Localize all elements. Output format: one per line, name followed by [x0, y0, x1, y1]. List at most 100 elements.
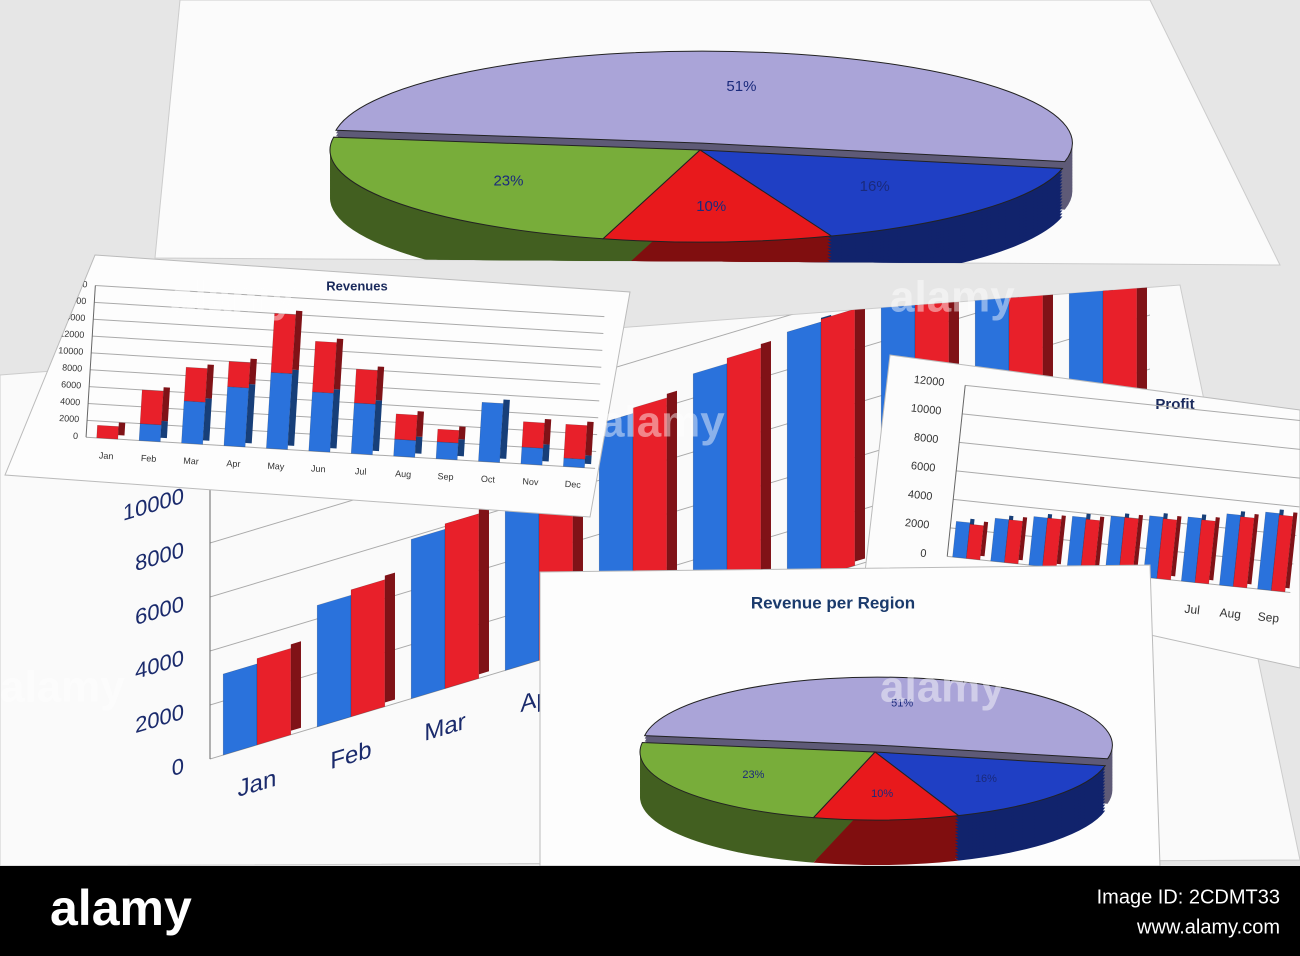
x-tick-label: Jul — [355, 466, 367, 477]
bar-side — [384, 572, 395, 703]
x-tick-label: Oct — [481, 474, 496, 485]
bar-side — [1285, 512, 1298, 589]
bar-side — [760, 341, 771, 590]
watermark: alamy — [0, 663, 125, 712]
chart: Revenues02000400060008000100001200014000… — [58, 278, 605, 490]
bar — [478, 401, 504, 463]
bar — [227, 361, 251, 389]
bar — [521, 421, 545, 449]
url: www.alamy.com — [1136, 916, 1280, 938]
bar-side — [333, 338, 344, 390]
grid-line — [956, 470, 1300, 508]
chart-title: Profit — [1155, 396, 1194, 413]
y-tick-label: 8000 — [62, 362, 83, 373]
bar-side — [458, 426, 466, 440]
y-tick-label: 10000 — [58, 345, 84, 357]
slice-label: 51% — [891, 697, 913, 709]
slice — [601, 149, 833, 243]
paper-revenues: Revenues 0 2000 4000 6000 8000 10000 12000 14000… — [4, 254, 631, 518]
bar — [520, 446, 544, 466]
bar — [350, 579, 386, 718]
bar — [394, 413, 418, 441]
grid-line — [959, 441, 1300, 479]
bar — [308, 391, 334, 453]
bar-side — [478, 506, 489, 675]
slice-label: 16% — [860, 178, 890, 195]
x-tick-label: Mar — [183, 456, 199, 467]
bar — [181, 400, 206, 445]
x-tick-label: Sep — [1257, 609, 1280, 625]
x-tick-label: Aug — [395, 469, 412, 480]
x-tick-label: Feb — [141, 453, 157, 464]
slice-label: 10% — [696, 198, 726, 215]
grid-line — [93, 318, 603, 351]
bar — [183, 366, 208, 403]
y-tick-label: 0 — [920, 547, 927, 560]
slice — [873, 751, 1107, 817]
y-tick-label: 8000 — [913, 432, 939, 446]
bar-side — [1094, 516, 1105, 569]
grid-line — [88, 403, 598, 436]
bar — [726, 347, 762, 605]
bar — [1156, 518, 1178, 581]
slice — [643, 676, 1113, 760]
bar — [96, 424, 119, 440]
bar-side — [375, 366, 385, 401]
bar-side — [1018, 517, 1028, 561]
y-tick-label: 0 — [172, 753, 184, 781]
bar-side — [666, 390, 677, 618]
grid-line — [86, 436, 596, 469]
plot: 0 2000 4000 6000 8000 10000 12000 Jul Aug Sep — [904, 374, 1300, 626]
slice — [698, 149, 1064, 237]
slice-label: 23% — [493, 172, 523, 189]
y-tick-label: 4000 — [907, 489, 933, 503]
slice — [812, 751, 960, 821]
bar-side — [1056, 515, 1066, 565]
bar-side — [1247, 514, 1259, 585]
slice — [639, 742, 877, 819]
x-tick-label: Aug — [1219, 605, 1242, 621]
x-tick-label: Jan — [99, 450, 114, 461]
bar-side — [1132, 514, 1144, 573]
grid-line — [91, 352, 601, 385]
grid-line — [90, 369, 600, 402]
grid-line — [95, 284, 605, 318]
bar-side — [248, 358, 257, 385]
watermark: alamy — [890, 273, 1015, 322]
paper-top-pie: 51% 16% 10% 23% — [154, 0, 1281, 266]
bar — [223, 386, 250, 448]
bar — [354, 368, 378, 405]
chart-title: Revenues — [326, 278, 387, 293]
bar-side — [585, 421, 594, 456]
bar — [786, 321, 822, 587]
y-tick-label: 6000 — [61, 379, 82, 390]
bar-side — [287, 369, 299, 446]
y-tick-label: 4000 — [60, 396, 81, 407]
bar — [393, 438, 417, 458]
bar — [138, 423, 162, 443]
bar-side — [205, 364, 214, 399]
plot: 0200040006000800010000120001400016000180… — [58, 278, 605, 490]
slice-label: 51% — [726, 78, 756, 95]
bar — [1270, 514, 1294, 593]
bar — [1194, 519, 1216, 585]
bar — [952, 521, 971, 559]
paper-region: Revenue per Region 51% 16% 10% 23% — [539, 564, 1161, 867]
y-tick-label: 10000 — [910, 402, 942, 417]
chart: Revenue per Region 51% 16% 10% 23% — [639, 593, 1113, 865]
bar — [139, 389, 164, 426]
bar — [563, 423, 588, 460]
bar — [820, 308, 856, 577]
grid-line — [89, 386, 599, 419]
x-tick-label: Jul — [1184, 602, 1201, 618]
y-tick-label: 2000 — [904, 517, 930, 531]
bar-side — [118, 422, 126, 436]
footer-bar — [0, 866, 1300, 956]
watermarks: alamy alamy alamy alamy alamy — [0, 273, 1015, 712]
y-axis — [946, 385, 966, 557]
footer-logo: alamy — [50, 880, 192, 936]
bar-side — [290, 641, 301, 731]
bar — [435, 441, 459, 461]
